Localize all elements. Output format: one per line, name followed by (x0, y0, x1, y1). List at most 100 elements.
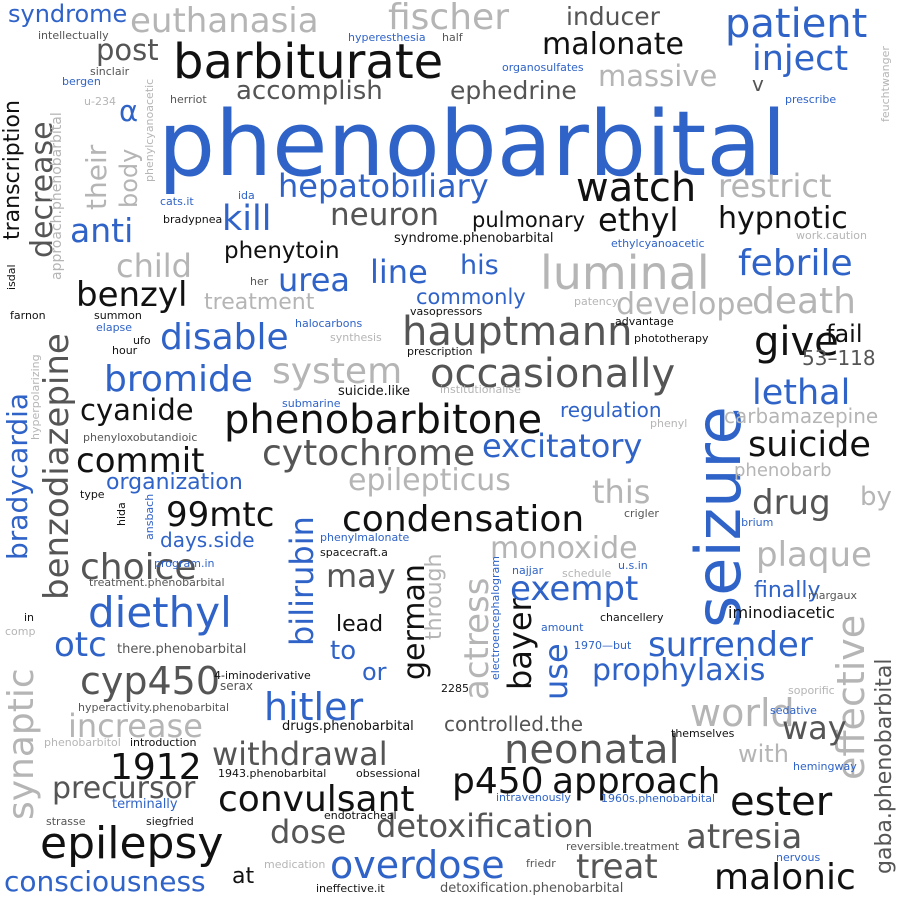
word-plaque: plaque (756, 535, 872, 575)
word-ufo: ufo (133, 334, 151, 347)
word-approach-phenobarbital: approach.phenobarbital (49, 112, 65, 280)
word-excitatory: excitatory (482, 427, 643, 465)
word-sedative: sedative (770, 704, 817, 717)
word-benzyl: benzyl (76, 275, 188, 315)
word-us-in: u.s.in (618, 559, 648, 572)
word-neonatal: neonatal (504, 727, 680, 773)
word-organosulfates: organosulfates (502, 61, 584, 74)
word-through: through (422, 553, 447, 640)
word-bergen: bergen (62, 75, 101, 88)
word-phenytoin: phenytoin (224, 238, 340, 264)
word-treatment-phenobarbital: treatment.phenobarbital (89, 576, 225, 589)
word-suicide: suicide (748, 425, 871, 465)
word-hour: hour (112, 344, 138, 357)
word-program-in: program.in (154, 557, 215, 570)
word-half: half (442, 31, 463, 44)
word-hemingway: hemingway (793, 760, 857, 773)
word-ansbach: ansbach (143, 493, 156, 540)
word-electroencephalogram: electroencephalogram (489, 556, 502, 680)
word-ethyl: ethyl (598, 201, 679, 239)
word-neuron: neuron (330, 197, 440, 233)
word-benzodiazepine: benzodiazepine (37, 333, 77, 600)
word-elapse: elapse (96, 321, 133, 334)
word-iminodiacetic: iminodiacetic (728, 603, 835, 622)
word-effective: effective (829, 614, 873, 780)
word-give: give (754, 319, 839, 365)
word-detoxification: detoxification (376, 807, 594, 845)
word-u-234: u-234 (84, 95, 116, 108)
word-reversible-treatment: reversible.treatment (566, 840, 680, 853)
word-world: world (690, 691, 795, 735)
word-malonic: malonic (714, 857, 856, 898)
word-days-side: days.side (160, 528, 255, 552)
word-his: his (460, 250, 499, 281)
word-synaptic: synaptic (1, 668, 42, 820)
word-ineffective-it: ineffective.it (316, 882, 385, 895)
word-ida: ida (238, 189, 255, 202)
word-hauptmann: hauptmann (402, 309, 633, 355)
word-line: line (370, 253, 428, 291)
word-inject: inject (752, 39, 849, 79)
word-bilirubin: bilirubin (283, 516, 321, 646)
word-atresia: atresia (686, 817, 803, 857)
word-chancellery: chancellery (600, 611, 664, 624)
word-prophylaxis: prophylaxis (592, 653, 766, 688)
word-1912: 1912 (110, 747, 202, 788)
word-anti: anti (70, 211, 134, 250)
word-phenobarbitol: phenobarbitol (44, 736, 121, 749)
word-condensation: condensation (342, 499, 585, 540)
word-sinclair: sinclair (90, 65, 130, 78)
word-phenobarbital: phenobarbital (158, 92, 787, 197)
word-phototherapy: phototherapy (634, 332, 709, 345)
word-vasopressors: vasopressors (410, 305, 483, 318)
word-serax: serax (220, 679, 254, 693)
word-commonly: commonly (416, 285, 526, 309)
word-overdose: overdose (330, 843, 505, 887)
word-monoxide: monoxide (490, 531, 638, 566)
word-v: v (752, 72, 764, 96)
word-phenylcyanoacetic: phenylcyanoacetic (143, 78, 156, 182)
word-syndrome-phenobarbital: syndrome.phenobarbital (394, 231, 554, 246)
word-99mtc: 99mtc (166, 495, 275, 535)
word-develope: develope (616, 287, 754, 322)
word-lethal: lethal (752, 373, 851, 413)
word-epilepsy: epilepsy (40, 818, 224, 869)
word-death: death (752, 281, 856, 322)
word-bromide: bromide (104, 359, 253, 400)
word-disable: disable (160, 317, 289, 358)
word-farnon: farnon (10, 309, 46, 322)
word-regulation: regulation (560, 398, 662, 422)
word-treatment: treatment (204, 290, 315, 315)
word-massive: massive (598, 59, 718, 93)
word-in: in (24, 611, 35, 624)
word-cats-it: cats.it (160, 195, 194, 208)
word-strasse: strasse (46, 815, 86, 828)
word-patency: patency (574, 295, 619, 308)
word-endotracheal: endotracheal (324, 809, 397, 822)
word-hyperpolarizing: hyperpolarizing (29, 354, 42, 440)
word-or: or (362, 658, 387, 686)
word-1960s-phenobarbital: 1960s.phenobarbital (601, 792, 716, 805)
word-hyperactivity-phenobarbital: hyperactivity.phenobarbital (78, 701, 230, 714)
word-urea: urea (278, 261, 351, 299)
word-otc: otc (54, 625, 107, 665)
word-crigler: crigler (624, 507, 659, 520)
word-cyanide: cyanide (80, 393, 194, 427)
word-treat: treat (576, 847, 658, 887)
word-post: post (96, 33, 159, 67)
word-increase: increase (68, 707, 203, 745)
word-consciousness: consciousness (4, 865, 206, 898)
word-1943-phenobarbital: 1943.phenobarbital (218, 767, 327, 780)
word-gaba-phenobarbital: gaba.phenobarbital (872, 658, 897, 874)
word-siegfried: siegfried (146, 815, 194, 828)
word-phenylmalonate: phenylmalonate (320, 531, 410, 544)
word-way: way (782, 709, 847, 747)
word-comp: comp (5, 625, 36, 638)
word-synthesis: synthesis (330, 331, 382, 344)
word-medication: medication (264, 858, 326, 871)
word-finally: finally (754, 578, 821, 603)
word-drug: drug (752, 483, 831, 523)
word-cytochrome: cytochrome (262, 433, 476, 474)
word-fail: fail (826, 320, 863, 348)
